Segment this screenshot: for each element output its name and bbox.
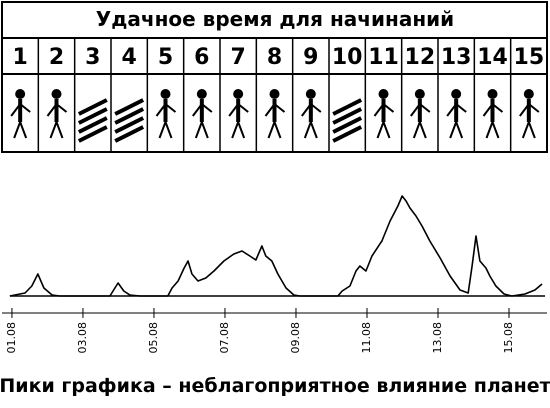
figure-legs	[231, 119, 246, 139]
figure-arms	[10, 102, 31, 117]
figure-head	[51, 89, 62, 99]
figure-head	[305, 89, 316, 99]
figure-legs	[376, 119, 391, 139]
hatch-icon	[332, 125, 363, 143]
hatch-icon	[332, 98, 363, 116]
figure-legs	[485, 119, 500, 139]
figure-head	[269, 89, 280, 99]
x-tick-label: 13.08	[431, 322, 444, 354]
figure-arms	[410, 102, 431, 117]
figure-arms	[46, 102, 68, 117]
figure-head	[196, 89, 207, 99]
day-number: 8	[267, 45, 282, 70]
day-number: 7	[231, 45, 246, 70]
figure-arms	[519, 102, 540, 117]
figure-legs	[49, 119, 64, 139]
figure-legs	[194, 119, 209, 139]
figure-arms	[192, 102, 213, 117]
figure-legs	[412, 119, 427, 139]
figure-head	[451, 89, 462, 99]
table-frame	[1, 1, 548, 153]
figure-head	[160, 89, 171, 99]
figure-arms	[482, 102, 504, 117]
figure-arms	[301, 102, 322, 117]
hatch-icon	[114, 107, 145, 125]
day-number: 4	[122, 45, 137, 70]
hatch-icon	[77, 116, 108, 134]
x-tick-label: 03.08	[76, 322, 89, 354]
x-tick-label: 01.08	[5, 322, 18, 354]
day-number: 9	[303, 45, 318, 70]
hatch-icon	[77, 98, 108, 116]
figure-arms	[228, 102, 249, 117]
day-number: 11	[368, 45, 399, 70]
day-number: 15	[514, 45, 545, 70]
x-tick-label: 15.08	[502, 322, 515, 354]
day-number: 13	[441, 45, 472, 70]
hatch-icon	[114, 98, 145, 116]
caption: Пики графика – неблагоприятное влияние п…	[0, 375, 550, 397]
day-number: 3	[85, 45, 100, 70]
figure-head	[378, 89, 389, 99]
hatch-icon	[114, 125, 145, 143]
day-number: 1	[13, 45, 28, 70]
figure-legs	[13, 119, 28, 139]
x-tick-label: 05.08	[147, 322, 160, 354]
day-number: 2	[49, 45, 64, 70]
day-number: 12	[405, 45, 436, 70]
figure-arms	[264, 102, 286, 117]
figure-legs	[267, 119, 282, 139]
figure-legs	[158, 119, 173, 139]
day-number: 5	[158, 45, 173, 70]
x-tick-label: 09.08	[289, 322, 302, 354]
figure-head	[233, 89, 244, 99]
hatch-icon	[332, 116, 363, 134]
figure-head	[487, 89, 498, 99]
hatch-icon	[332, 107, 363, 125]
hatch-icon	[77, 125, 108, 143]
data-line	[9, 195, 543, 297]
figure-head	[15, 89, 26, 99]
day-number: 14	[477, 45, 508, 70]
figure-head	[414, 89, 425, 99]
hatch-icon	[77, 107, 108, 125]
figure-legs	[303, 119, 318, 139]
hatch-icon	[114, 116, 145, 134]
day-number: 10	[332, 45, 363, 70]
figure-arms	[155, 102, 177, 117]
x-tick-label: 11.08	[360, 322, 373, 354]
figure-arms	[373, 102, 395, 117]
figure-head	[523, 89, 534, 99]
figure-legs	[521, 119, 536, 139]
x-tick-label: 07.08	[218, 322, 231, 354]
table-title: Удачное время для начинаний	[96, 7, 454, 31]
figure-legs	[449, 119, 464, 139]
figure-arms	[446, 102, 467, 117]
day-number: 6	[194, 45, 209, 70]
